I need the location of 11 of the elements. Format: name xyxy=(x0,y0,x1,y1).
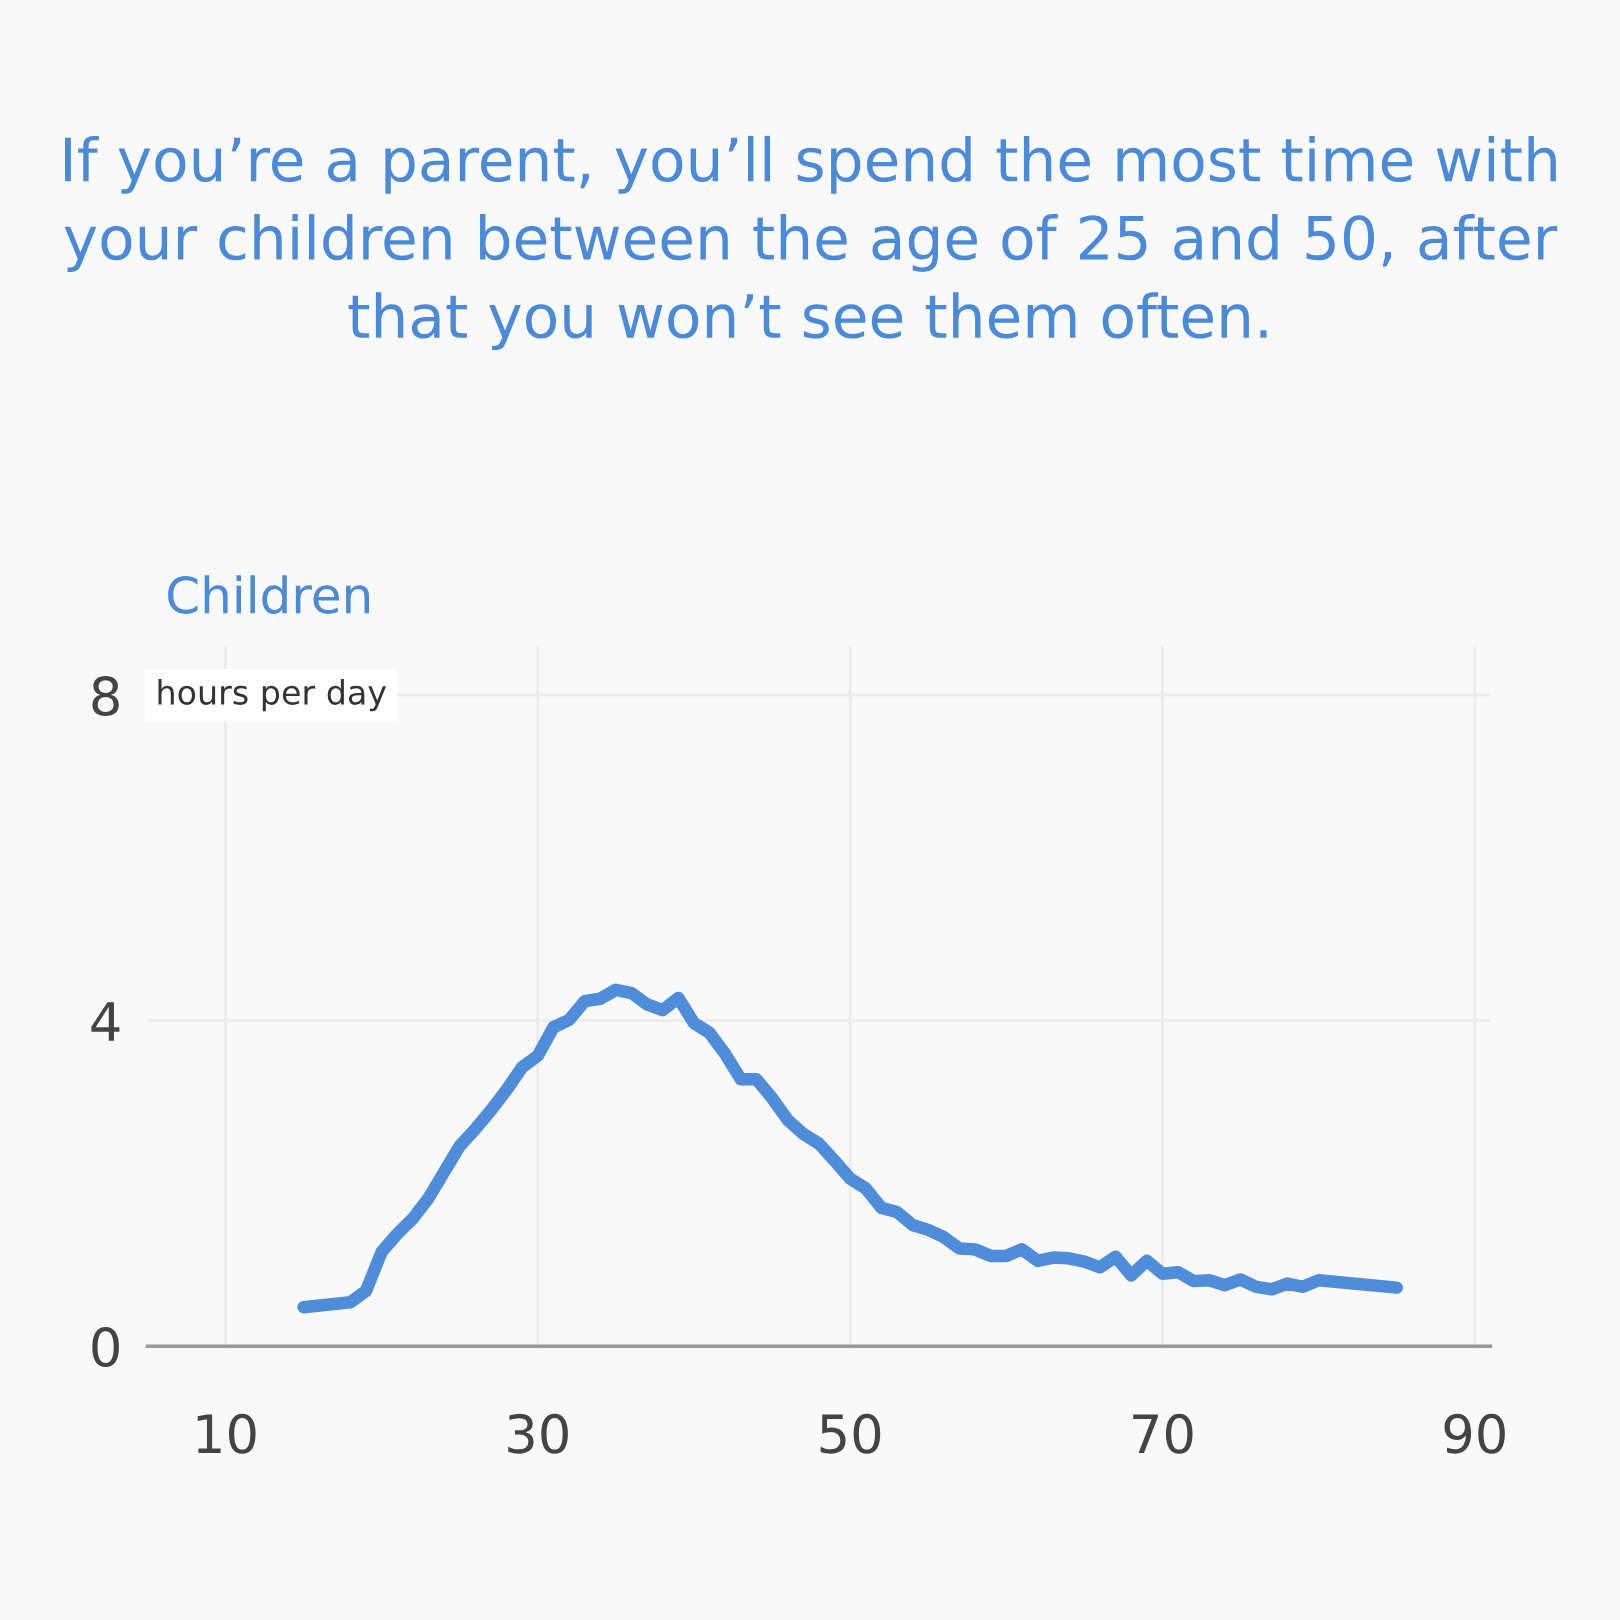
chart-subtitle: Children xyxy=(168,575,369,614)
x-tick-label: 90 xyxy=(1444,1413,1505,1454)
x-tick-label: 70 xyxy=(1133,1413,1193,1454)
y-tick-label: 0 xyxy=(92,1327,119,1368)
x-tick-label: 50 xyxy=(820,1413,881,1454)
y-axis-title: hours per day xyxy=(158,679,387,712)
y-tick-label: 8 xyxy=(92,676,119,717)
y-tick-label: 4 xyxy=(91,1002,120,1041)
chart-title: If you’re a parent, you’ll spend the most time with your children between the age of 25 and 50, after that you won’t see them often. xyxy=(64,135,1558,351)
x-tick-label: 30 xyxy=(508,1413,568,1454)
x-tick-label: 10 xyxy=(197,1413,256,1454)
